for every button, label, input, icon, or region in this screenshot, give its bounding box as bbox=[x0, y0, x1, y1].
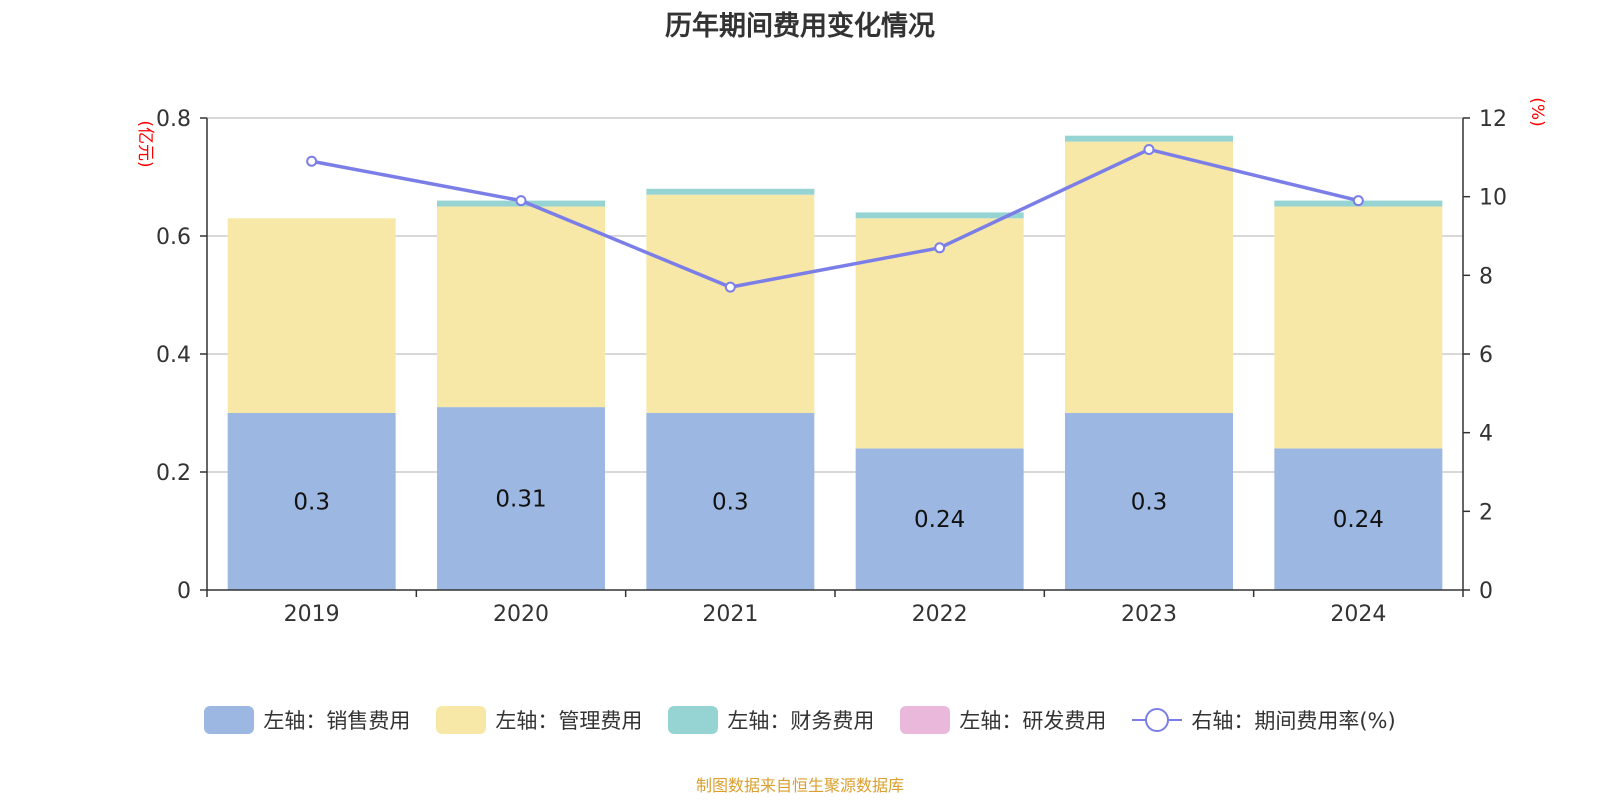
right-tick-label: 6 bbox=[1479, 343, 1493, 368]
right-tick-label: 4 bbox=[1479, 422, 1493, 447]
legend-item[interactable]: 左轴：财务费用 bbox=[668, 705, 874, 735]
bar-segment bbox=[227, 413, 396, 590]
bar-segment bbox=[1065, 413, 1233, 590]
rate-point bbox=[306, 155, 318, 167]
left-axis-unit: (亿元) bbox=[135, 120, 155, 167]
bar-segment bbox=[646, 188, 815, 195]
chart-title: 历年期间费用变化情况 bbox=[665, 11, 935, 42]
right-axis-unit: (%) bbox=[1527, 97, 1547, 126]
x-tick-label: 2024 bbox=[1330, 602, 1386, 627]
legend-label: 左轴：财务费用 bbox=[727, 709, 875, 733]
rate-point bbox=[724, 281, 736, 293]
legend-item[interactable]: 左轴：管理费用 bbox=[436, 705, 642, 735]
bar-segment bbox=[437, 407, 605, 590]
legend-swatch bbox=[436, 706, 487, 734]
rate-point bbox=[1143, 143, 1155, 155]
bar-segment bbox=[227, 218, 396, 413]
bar-data-label: 0.24 bbox=[914, 507, 965, 533]
legend-label: 左轴：销售费用 bbox=[263, 709, 411, 733]
left-tick-label: 0.6 bbox=[156, 225, 191, 250]
bar-segment bbox=[1274, 448, 1443, 590]
bar-segment bbox=[855, 448, 1024, 590]
rate-line bbox=[311, 147, 1359, 289]
bar-data-label: 0.24 bbox=[1333, 507, 1384, 533]
bar-segment bbox=[646, 194, 815, 413]
right-tick-label: 2 bbox=[1479, 500, 1493, 525]
legend-item[interactable]: 左轴：销售费用 bbox=[204, 705, 410, 735]
x-tick-label: 2023 bbox=[1121, 602, 1177, 627]
left-tick-label: 0 bbox=[177, 579, 191, 604]
x-tick-label: 2020 bbox=[493, 602, 549, 627]
rate-point bbox=[515, 195, 527, 207]
bar-segment bbox=[1065, 141, 1233, 413]
legend-swatch bbox=[668, 706, 719, 734]
legend-item[interactable]: 左轴：研发费用 bbox=[900, 705, 1106, 735]
legend-label: 左轴：管理费用 bbox=[495, 709, 643, 733]
legend-swatch bbox=[1132, 706, 1183, 734]
bar-data-label: 0.31 bbox=[495, 487, 546, 513]
x-tick-label: 2021 bbox=[702, 602, 758, 627]
left-tick-label: 0.2 bbox=[156, 461, 191, 486]
left-tick-label: 0.4 bbox=[156, 343, 191, 368]
rate-point bbox=[1352, 195, 1364, 207]
bar-segment bbox=[646, 413, 815, 590]
right-tick-label: 10 bbox=[1479, 186, 1507, 211]
source-note: 制图数据来自恒生聚源数据库 bbox=[695, 776, 904, 795]
x-tick-label: 2019 bbox=[284, 602, 340, 627]
bar-data-label: 0.3 bbox=[1131, 490, 1168, 516]
bar-segment bbox=[855, 212, 1024, 219]
rate-point bbox=[934, 242, 946, 254]
legend: 左轴：销售费用 左轴：管理费用 左轴：财务费用 左轴：研发费用 右轴：期间费用率(%) bbox=[0, 705, 1600, 735]
legend-item[interactable]: 右轴：期间费用率(%) bbox=[1132, 705, 1396, 735]
bar-data-label: 0.3 bbox=[712, 490, 749, 516]
x-tick-label: 2022 bbox=[912, 602, 968, 627]
bar-data-label: 0.3 bbox=[293, 490, 330, 516]
left-tick-label: 0.8 bbox=[156, 107, 191, 132]
bar-segment bbox=[1065, 135, 1233, 142]
bar-segment bbox=[1274, 206, 1443, 449]
right-tick-label: 0 bbox=[1479, 579, 1493, 604]
right-tick-label: 12 bbox=[1479, 107, 1507, 132]
legend-swatch bbox=[204, 706, 255, 734]
legend-label: 左轴：研发费用 bbox=[959, 709, 1107, 733]
legend-label: 右轴：期间费用率(%) bbox=[1191, 709, 1396, 733]
legend-swatch bbox=[900, 706, 951, 734]
right-tick-label: 8 bbox=[1479, 264, 1493, 289]
bar-segment bbox=[437, 206, 605, 408]
